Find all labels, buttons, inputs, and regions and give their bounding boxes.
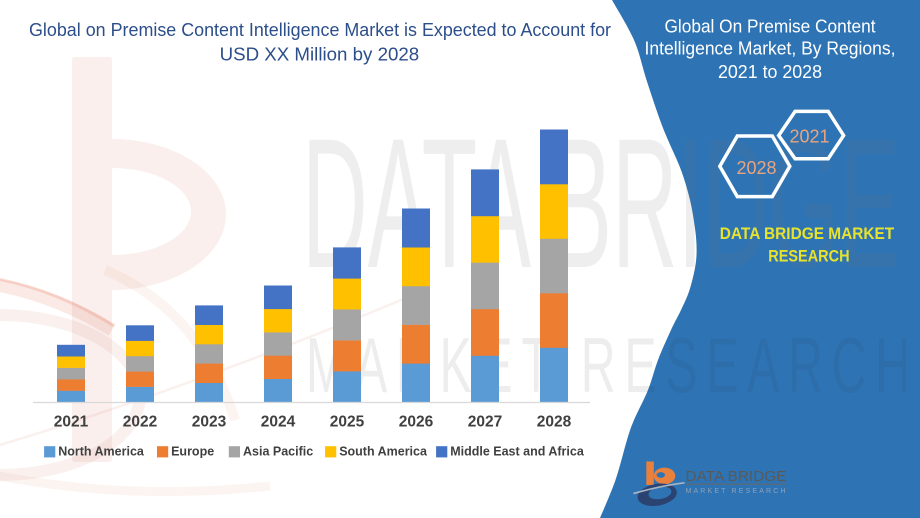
svg-text:2028: 2028 [736, 158, 776, 178]
svg-text:2022: 2022 [123, 414, 157, 431]
svg-text:Asia Pacific: Asia Pacific [243, 445, 313, 459]
svg-text:DATA BRIDGE: DATA BRIDGE [302, 101, 900, 307]
svg-text:2024: 2024 [261, 414, 296, 431]
svg-text:MARKET RESEARCH: MARKET RESEARCH [306, 321, 919, 409]
svg-text:North America: North America [58, 445, 145, 459]
svg-text:2028: 2028 [537, 414, 572, 431]
svg-text:USD XX Million by 2028: USD XX Million by 2028 [220, 44, 420, 65]
svg-text:2026: 2026 [399, 414, 434, 431]
svg-text:2023: 2023 [192, 414, 227, 431]
svg-text:2027: 2027 [468, 414, 502, 431]
svg-text:Intelligence Market, By Region: Intelligence Market, By Regions, [645, 38, 896, 58]
svg-text:MARKET RESEARCH: MARKET RESEARCH [686, 488, 786, 495]
svg-text:2025: 2025 [330, 414, 365, 431]
svg-text:2021: 2021 [54, 414, 89, 431]
svg-text:DATA BRIDGE: DATA BRIDGE [686, 468, 787, 485]
svg-text:DATA BRIDGE MARKET: DATA BRIDGE MARKET [720, 225, 894, 243]
svg-text:South America: South America [339, 445, 428, 459]
svg-text:2021 to 2028: 2021 to 2028 [718, 62, 822, 82]
svg-text:Global On Premise Content: Global On Premise Content [665, 17, 876, 37]
svg-text:Middle East and Africa: Middle East and Africa [450, 445, 585, 459]
svg-text:Europe: Europe [171, 445, 214, 459]
svg-text:2021: 2021 [789, 127, 829, 147]
svg-text:Global on Premise Content Inte: Global on Premise Content Intelligence M… [29, 19, 611, 40]
svg-text:RESEARCH: RESEARCH [768, 248, 849, 266]
